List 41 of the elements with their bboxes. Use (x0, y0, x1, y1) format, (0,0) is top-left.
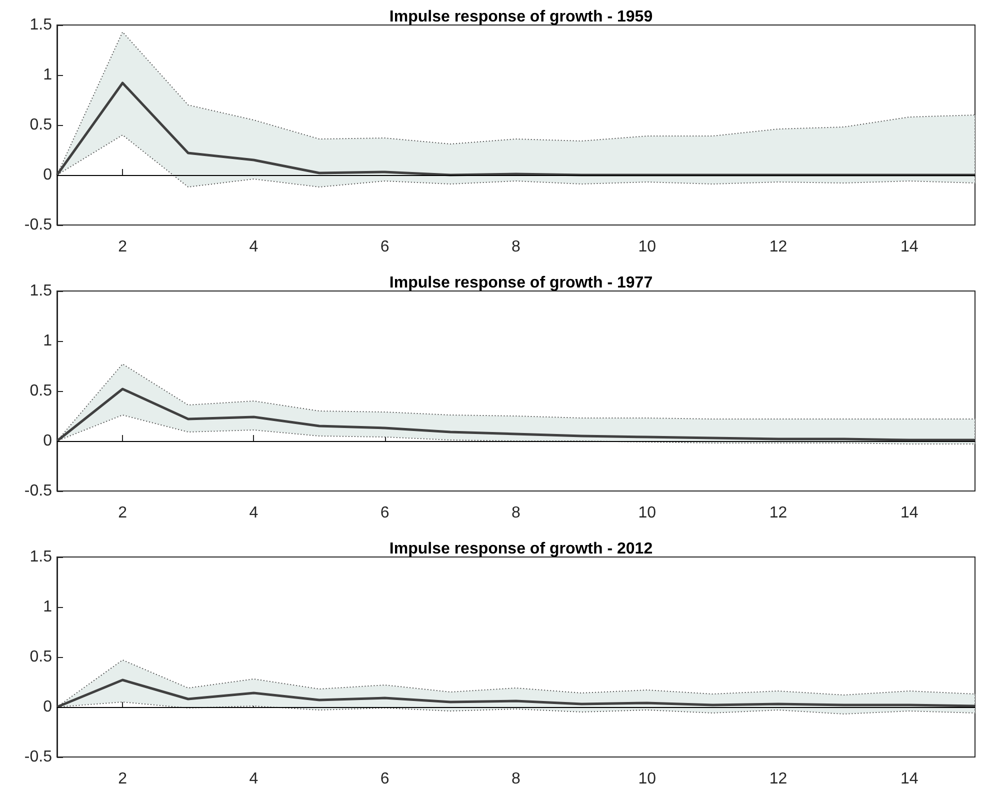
x-tick-label: 6 (380, 238, 390, 256)
x-tick-label: 6 (380, 504, 390, 522)
x-tick-label: 8 (512, 238, 521, 256)
y-tick-label: 1 (43, 66, 52, 84)
y-tick-label: 1.5 (30, 16, 52, 34)
x-tick-label: 8 (512, 770, 521, 788)
x-tick-label: 12 (769, 770, 788, 788)
x-tick-label: 10 (638, 238, 656, 256)
y-tick-label: 0.5 (30, 116, 52, 134)
chart-title: Impulse response of growth - 2012 (389, 540, 653, 558)
x-tick-label: 2 (118, 238, 128, 256)
y-tick-label: 1.5 (30, 282, 52, 300)
y-tick-label: 1.5 (30, 548, 52, 566)
y-tick-label: 0.5 (30, 648, 52, 666)
x-tick-label: 12 (769, 238, 788, 256)
y-tick-label: 1 (43, 332, 52, 350)
y-tick-label: -0.5 (24, 216, 52, 234)
y-tick-label: -0.5 (24, 482, 52, 500)
x-tick-label: 10 (638, 504, 656, 522)
y-tick-label: 0.5 (30, 382, 52, 400)
x-tick-label: 12 (769, 504, 788, 522)
x-tick-label: 6 (380, 770, 390, 788)
y-tick-label: 0 (43, 432, 52, 450)
x-tick-label: 4 (249, 770, 258, 788)
x-tick-label: 4 (249, 504, 258, 522)
x-tick-label: 10 (638, 770, 656, 788)
x-tick-label: 14 (900, 504, 918, 522)
y-tick-label: 0 (43, 698, 52, 716)
line-series (56, 678, 976, 708)
chart-title: Impulse response of growth - 1977 (389, 274, 653, 292)
line-series (56, 388, 976, 442)
x-tick-label: 8 (512, 504, 521, 522)
x-tick-label: 2 (118, 504, 128, 522)
chart-title: Impulse response of growth - 1959 (389, 8, 653, 26)
x-tick-label: 2 (118, 770, 128, 788)
x-tick-label: 4 (249, 238, 258, 256)
y-tick-label: -0.5 (24, 748, 52, 766)
y-tick-label: 1 (43, 598, 52, 616)
x-tick-label: 14 (900, 770, 918, 788)
y-tick-label: 0 (43, 166, 52, 184)
x-tick-label: 14 (900, 238, 918, 256)
